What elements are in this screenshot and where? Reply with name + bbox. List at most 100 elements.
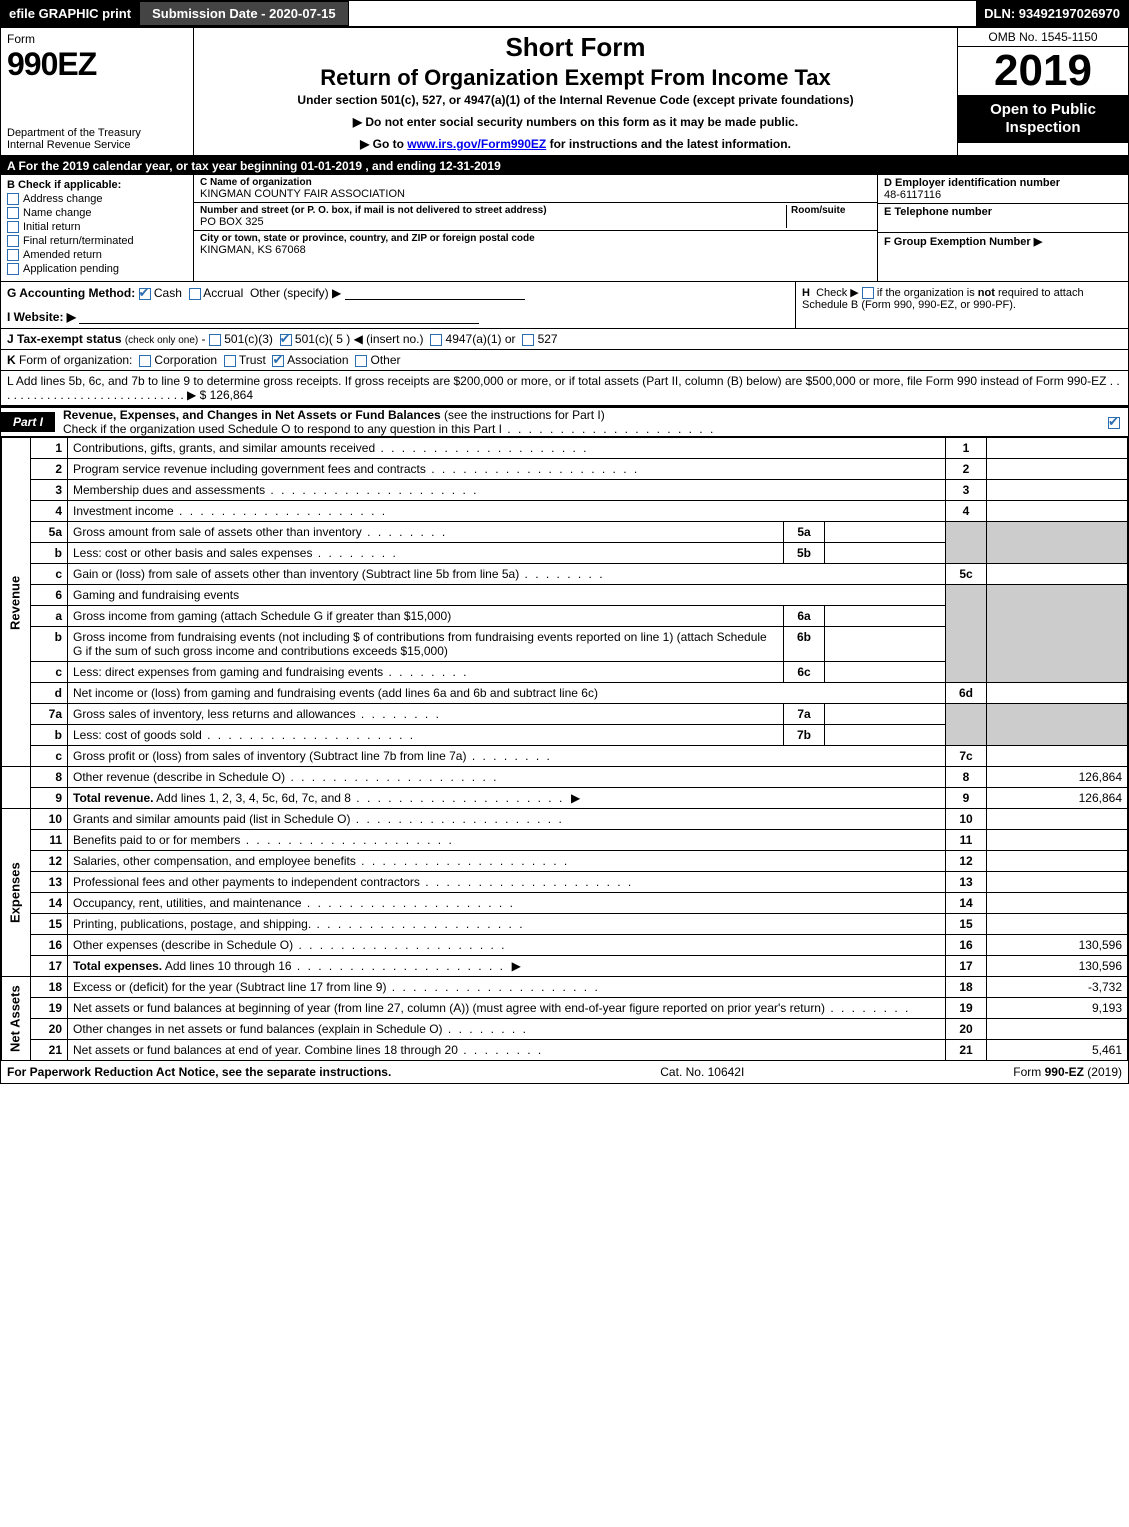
g-label: G Accounting Method: (7, 286, 135, 300)
chk-501c[interactable] (280, 334, 292, 346)
row-g-h: G Accounting Method: Cash Accrual Other … (1, 282, 1128, 329)
accounting-method: G Accounting Method: Cash Accrual Other … (1, 282, 795, 328)
line-1-desc: Contributions, gifts, grants, and simila… (68, 438, 946, 459)
line-14-num: 14 (31, 893, 68, 914)
line-13-box: 13 (946, 872, 987, 893)
line-17-box: 17 (946, 956, 987, 977)
line-15-box: 15 (946, 914, 987, 935)
addr-label: Number and street (or P. O. box, if mail… (200, 205, 782, 216)
other-specify-input[interactable] (345, 287, 525, 300)
line-13-desc: Professional fees and other payments to … (68, 872, 946, 893)
line-10-num: 10 (31, 809, 68, 830)
department-label: Department of the Treasury Internal Reve… (7, 127, 187, 151)
chk-527[interactable] (522, 334, 534, 346)
col-d-ids: D Employer identification number 48-6117… (877, 175, 1128, 281)
sidelabel-netassets: Net Assets (2, 977, 31, 1061)
chk-initial-return[interactable] (7, 221, 19, 233)
line-5a-desc: Gross amount from sale of assets other t… (68, 522, 784, 543)
chk-amended-return[interactable] (7, 249, 19, 261)
line-14-desc: Occupancy, rent, utilities, and maintena… (68, 893, 946, 914)
line-5c-amt (987, 564, 1128, 585)
chk-501c3[interactable] (209, 334, 221, 346)
line-11-num: 11 (31, 830, 68, 851)
line-6-desc: Gaming and fundraising events (68, 585, 946, 606)
line-4-amt (987, 501, 1128, 522)
line-5c-num: c (31, 564, 68, 585)
line-16-desc: Other expenses (describe in Schedule O) (68, 935, 946, 956)
chk-association[interactable] (272, 355, 284, 367)
line-12-num: 12 (31, 851, 68, 872)
submission-date-button[interactable]: Submission Date - 2020-07-15 (139, 1, 349, 26)
line-9-amt: 126,864 (987, 788, 1128, 809)
line-15-desc: Printing, publications, postage, and shi… (68, 914, 946, 935)
line-1-box: 1 (946, 438, 987, 459)
col-c-org-info: C Name of organization KINGMAN COUNTY FA… (194, 175, 877, 281)
sidelabel-expenses: Expenses (2, 809, 31, 977)
line-7ab-greyamt (987, 704, 1128, 746)
chk-other-org[interactable] (355, 355, 367, 367)
chk-4947a1[interactable] (430, 334, 442, 346)
line-1-num: 1 (31, 438, 68, 459)
part1-lines-table: Revenue 1 Contributions, gifts, grants, … (1, 437, 1128, 1061)
line-17-desc: Total expenses. Add lines 10 through 16 … (68, 956, 946, 977)
chk-corporation[interactable] (139, 355, 151, 367)
chk-application-pending[interactable] (7, 263, 19, 275)
chk-accrual[interactable] (189, 288, 201, 300)
line-21-desc: Net assets or fund balances at end of ye… (68, 1040, 946, 1061)
line-15-amt (987, 914, 1128, 935)
line-20-box: 20 (946, 1019, 987, 1040)
omb-number: OMB No. 1545-1150 (958, 28, 1128, 47)
line-6b-ibox: 6b (784, 627, 825, 662)
city-label: City or town, state or province, country… (200, 233, 871, 244)
chk-final-return[interactable] (7, 235, 19, 247)
line-7b-num: b (31, 725, 68, 746)
line-6c-ibox: 6c (784, 662, 825, 683)
org-name-label: C Name of organization (200, 177, 871, 188)
chk-name-change[interactable] (7, 207, 19, 219)
line-5b-num: b (31, 543, 68, 564)
room-label: Room/suite (791, 205, 871, 216)
irs-link[interactable]: www.irs.gov/Form990EZ (407, 137, 546, 151)
chk-schedule-b[interactable] (862, 287, 874, 299)
line-19-box: 19 (946, 998, 987, 1019)
info-grid: B Check if applicable: Address change Na… (1, 175, 1128, 282)
row-k-org-form: K Form of organization: Corporation Trus… (1, 350, 1128, 371)
lbl-initial-return: Initial return (23, 221, 80, 233)
dln-label: DLN: 93492197026970 (976, 1, 1128, 26)
line-18-amt: -3,732 (987, 977, 1128, 998)
line-10-box: 10 (946, 809, 987, 830)
row-l-text: L Add lines 5b, 6c, and 7b to line 9 to … (7, 374, 1120, 402)
line-6d-num: d (31, 683, 68, 704)
line-15-num: 15 (31, 914, 68, 935)
chk-address-change[interactable] (7, 193, 19, 205)
part1-header: Part I Revenue, Expenses, and Changes in… (1, 407, 1128, 437)
telephone-value (884, 218, 1122, 230)
line-6a-ibox: 6a (784, 606, 825, 627)
chk-cash[interactable] (139, 288, 151, 300)
website-input[interactable] (79, 311, 479, 324)
line-17-amt: 130,596 (987, 956, 1128, 977)
chk-trust[interactable] (224, 355, 236, 367)
dept-irs: Internal Revenue Service (7, 139, 187, 151)
line-5b-ibox: 5b (784, 543, 825, 564)
line-18-box: 18 (946, 977, 987, 998)
col-b-checkboxes: B Check if applicable: Address change Na… (1, 175, 194, 281)
line-1-amt (987, 438, 1128, 459)
lbl-final-return: Final return/terminated (23, 235, 134, 247)
line-6b-ival (825, 627, 946, 662)
chk-schedule-o[interactable] (1108, 417, 1120, 429)
line-12-amt (987, 851, 1128, 872)
part1-badge: Part I (1, 412, 55, 432)
line-13-num: 13 (31, 872, 68, 893)
topbar-spacer (349, 1, 977, 26)
efile-print-button[interactable]: efile GRAPHIC print (1, 1, 139, 26)
line-2-box: 2 (946, 459, 987, 480)
lbl-other: Other (specify) ▶ (250, 286, 341, 300)
line-20-num: 20 (31, 1019, 68, 1040)
ein-label: D Employer identification number (884, 177, 1122, 189)
line-6abc-greyamt (987, 585, 1128, 683)
line-5ab-greybox (946, 522, 987, 564)
line-5c-box: 5c (946, 564, 987, 585)
line-19-amt: 9,193 (987, 998, 1128, 1019)
line-8-desc: Other revenue (describe in Schedule O) (68, 767, 946, 788)
